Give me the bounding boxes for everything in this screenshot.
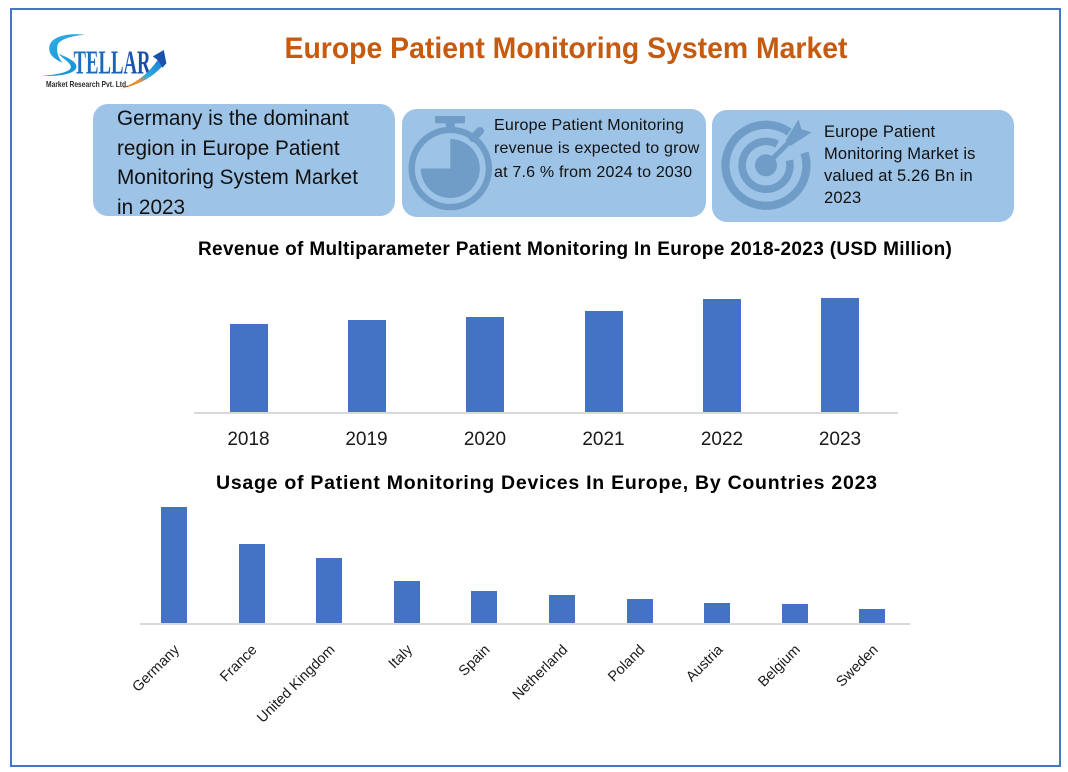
svg-text:TELLAR: TELLAR [74,45,151,82]
svg-text:Market Research Pvt. Ltd.: Market Research Pvt. Ltd. [46,79,128,89]
